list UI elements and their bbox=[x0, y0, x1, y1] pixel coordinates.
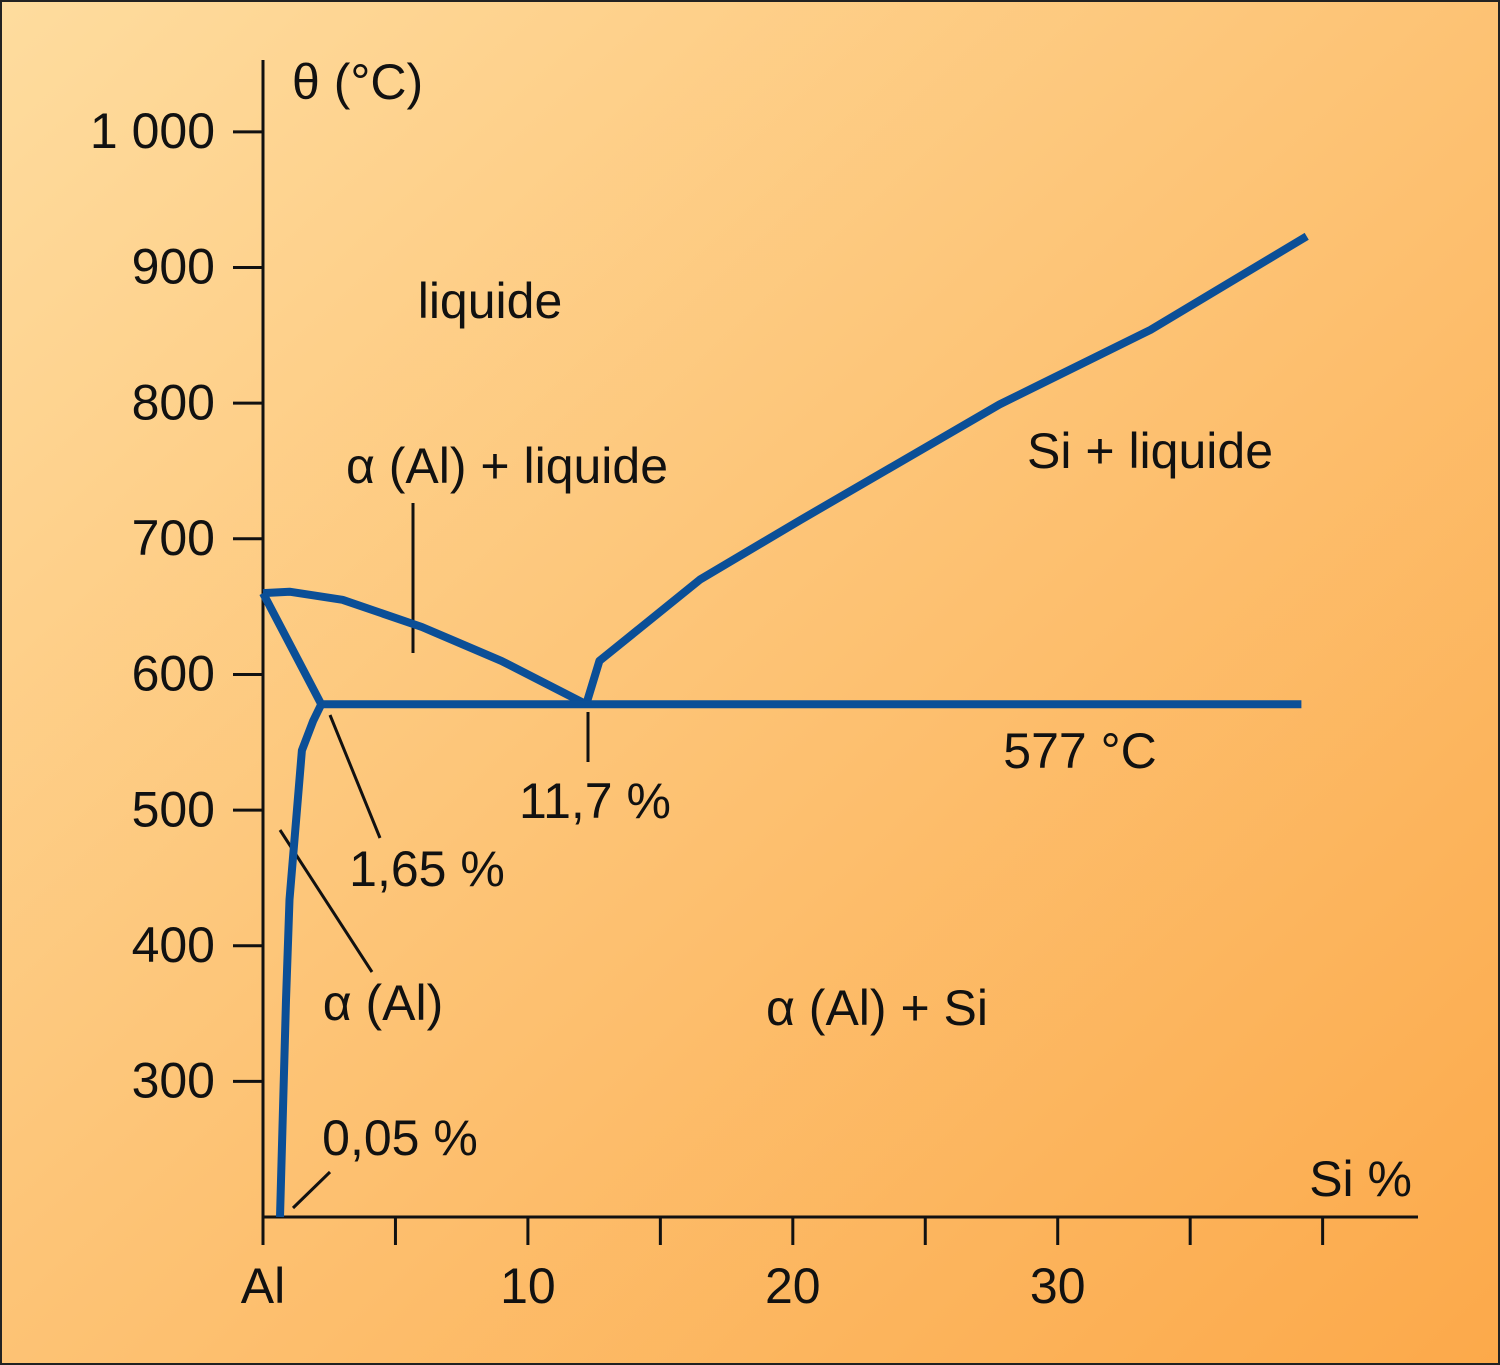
phase-boundary bbox=[276, 702, 325, 1218]
y-tick-label: 1 000 bbox=[90, 103, 215, 159]
y-axis-label: θ (°C) bbox=[292, 54, 423, 110]
region-label: Si + liquide bbox=[1027, 423, 1273, 479]
region-label: α (Al) bbox=[323, 975, 444, 1031]
leader-line bbox=[328, 714, 382, 839]
leader-line bbox=[291, 1170, 332, 1210]
y-tick-label: 400 bbox=[132, 917, 215, 973]
y-tick-label: 300 bbox=[132, 1053, 215, 1109]
x-tick-label: 10 bbox=[500, 1258, 556, 1314]
x-tick-label: Al bbox=[241, 1258, 285, 1314]
phase-boundary bbox=[262, 587, 589, 708]
region-label: 0,05 % bbox=[322, 1110, 478, 1166]
y-tick-label: 800 bbox=[132, 374, 215, 430]
y-tick-label: 700 bbox=[132, 510, 215, 566]
x-axis-label: Si % bbox=[1309, 1151, 1412, 1207]
y-tick-label: 600 bbox=[132, 646, 215, 702]
region-label: 577 °C bbox=[1003, 723, 1156, 779]
x-tick-label: 30 bbox=[1030, 1258, 1086, 1314]
region-label: α (Al) + Si bbox=[766, 980, 988, 1036]
region-label: 1,65 % bbox=[349, 841, 505, 897]
x-tick-label: 20 bbox=[765, 1258, 821, 1314]
region-label: liquide bbox=[418, 273, 563, 329]
y-tick-label: 900 bbox=[132, 239, 215, 295]
y-tick-label: 500 bbox=[132, 781, 215, 837]
region-label: α (Al) + liquide bbox=[346, 438, 668, 494]
region-label: 11,7 % bbox=[519, 773, 671, 829]
phase-boundary bbox=[582, 232, 1309, 706]
